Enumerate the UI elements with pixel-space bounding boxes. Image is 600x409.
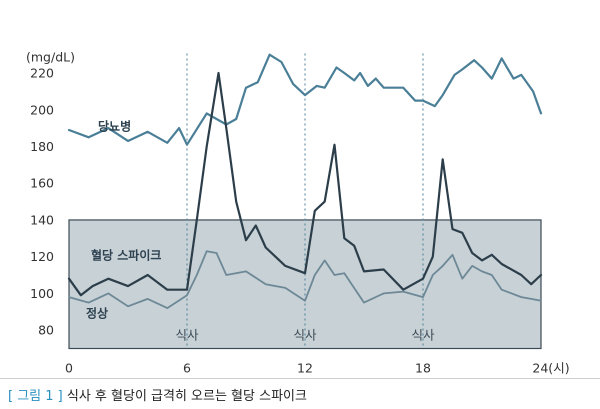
series-line-0: [67, 53, 543, 146]
series-lines: [67, 53, 543, 310]
y-tick-6: 200: [30, 102, 54, 117]
y-tick-2: 120: [30, 249, 54, 264]
y-tick-7: 220: [30, 66, 54, 81]
series-label-spike: 혈당 스파이크: [91, 248, 161, 263]
meal-label-0: 식사: [175, 328, 199, 343]
caption-divider: [0, 378, 600, 379]
y-tick-3: 140: [30, 212, 54, 227]
caption-text: 식사 후 혈당이 급격히 오르는 혈당 스파이크: [66, 389, 307, 404]
meal-label-2: 식사: [411, 328, 435, 343]
x-axis-ticks: 0 6 12 18 24(시): [65, 361, 570, 376]
x-tick-0: 0: [65, 361, 73, 376]
x-tick-4: 24(시): [532, 361, 569, 376]
y-tick-4: 160: [30, 176, 54, 191]
y-axis-ticks: 80 100 120 140 160 180 200 220: [30, 66, 54, 338]
x-tick-3: 18: [415, 361, 431, 376]
series-label-diabetes: 당뇨병: [98, 119, 131, 134]
series-line-1: [67, 71, 543, 297]
series-label-normal: 정상: [86, 306, 108, 321]
meal-labels: 식사 식사 식사: [175, 328, 435, 343]
y-tick-0: 80: [38, 323, 54, 338]
meal-label-1: 식사: [293, 328, 317, 343]
x-tick-1: 6: [183, 361, 191, 376]
series-line-2: [68, 250, 542, 310]
figure-caption: [ 그림 1 ] 식사 후 혈당이 급격히 오르는 혈당 스파이크: [8, 385, 307, 404]
figure-label: [ 그림 1 ]: [8, 389, 63, 404]
y-tick-1: 100: [30, 286, 54, 301]
y-tick-5: 180: [30, 139, 54, 154]
x-tick-2: 12: [297, 361, 313, 376]
y-unit-label: (mg/dL): [26, 50, 75, 65]
